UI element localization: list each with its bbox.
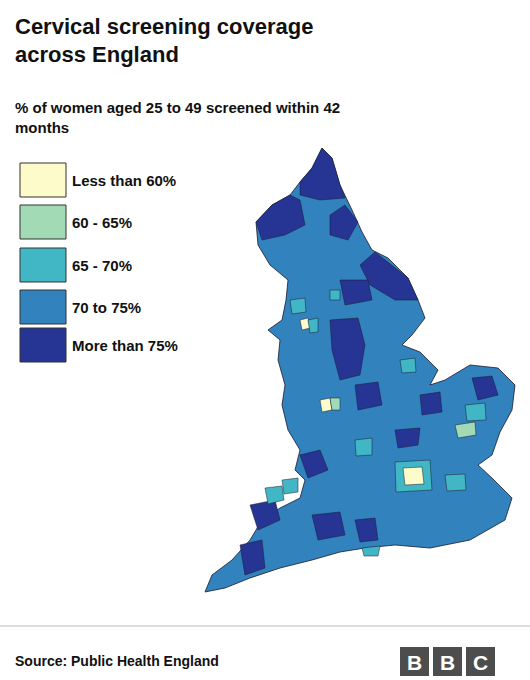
svg-text:Cervical screening coverage: Cervical screening coverage [15,14,320,39]
svg-text:Less than 60%: Less than 60% [72,172,176,189]
svg-text:across England: across England [15,42,179,67]
svg-text:More than 75%: More than 75% [72,337,178,354]
svg-text:B: B [407,651,422,674]
svg-text:B: B [440,651,455,674]
svg-text:70 to 75%: 70 to 75% [72,299,141,316]
svg-text:65 - 70%: 65 - 70% [72,257,132,274]
svg-text:60 - 65%: 60 - 65% [72,214,132,231]
svg-text:% of women aged 25 to 49 scree: % of women aged 25 to 49 screened within… [15,99,344,116]
svg-text:Source: Public Health England: Source: Public Health England [15,653,219,669]
svg-text:months: months [15,119,69,136]
svg-text:C: C [473,651,488,674]
